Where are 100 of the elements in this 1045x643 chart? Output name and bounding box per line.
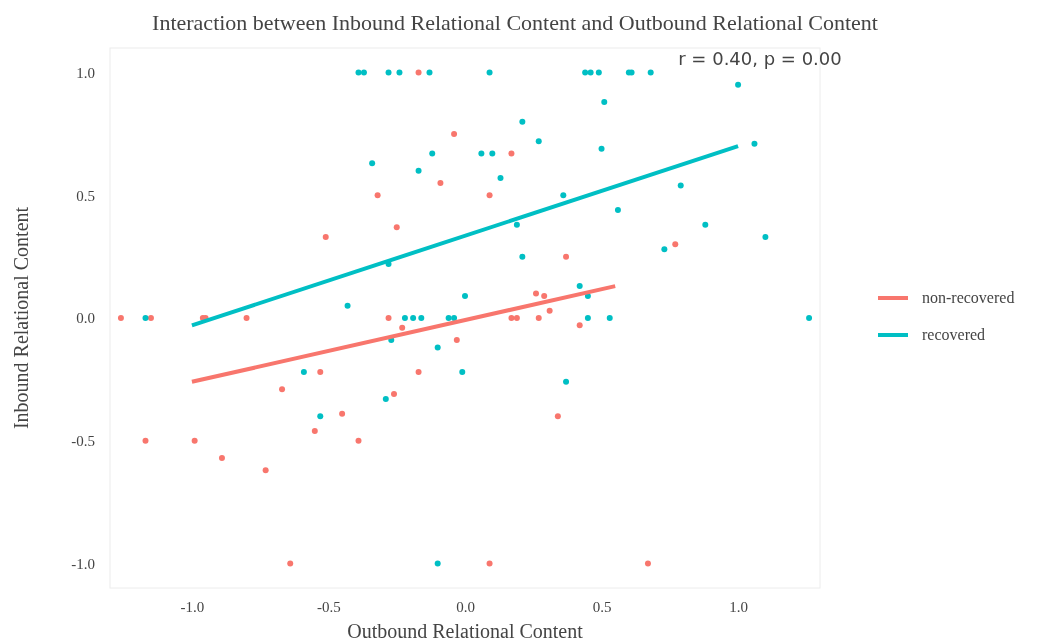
point bbox=[287, 560, 294, 567]
point bbox=[478, 150, 485, 157]
point bbox=[415, 167, 422, 174]
point bbox=[451, 315, 458, 321]
point bbox=[672, 241, 679, 248]
point bbox=[191, 437, 198, 444]
point bbox=[360, 69, 367, 76]
point bbox=[702, 221, 709, 228]
y-tick-label: 0.0 bbox=[76, 310, 95, 327]
point bbox=[647, 69, 654, 76]
point bbox=[661, 246, 668, 253]
point bbox=[369, 160, 376, 167]
point bbox=[497, 175, 504, 182]
point bbox=[218, 454, 225, 461]
y-axis-title: Inbound Relational Content bbox=[10, 206, 32, 430]
point bbox=[243, 315, 250, 321]
point bbox=[142, 315, 149, 321]
y-tick-label: 0.5 bbox=[76, 187, 95, 204]
point bbox=[519, 118, 526, 125]
point bbox=[355, 69, 362, 76]
point bbox=[429, 150, 436, 157]
point bbox=[410, 315, 417, 321]
point bbox=[401, 315, 408, 321]
x-tick-label: 0.0 bbox=[456, 598, 475, 615]
point bbox=[587, 69, 594, 76]
x-tick-label: -0.5 bbox=[317, 598, 341, 615]
point bbox=[322, 234, 329, 240]
point bbox=[459, 369, 466, 375]
legend-label: recovered bbox=[922, 326, 986, 343]
chart-title: Interaction between Inbound Relational Content and Outbound Relational Content bbox=[152, 10, 878, 35]
x-tick-label: 0.5 bbox=[592, 598, 612, 615]
point bbox=[508, 315, 515, 321]
point bbox=[415, 69, 422, 76]
point bbox=[437, 180, 444, 186]
point bbox=[508, 150, 515, 157]
point bbox=[541, 292, 548, 299]
point bbox=[644, 560, 651, 567]
point bbox=[344, 302, 351, 309]
y-tick-label: -1.0 bbox=[71, 555, 95, 572]
point bbox=[486, 560, 493, 567]
point bbox=[751, 140, 758, 147]
point bbox=[453, 337, 460, 344]
point bbox=[806, 315, 813, 321]
point bbox=[535, 138, 542, 145]
y-tick-label: 1.0 bbox=[76, 64, 95, 81]
point bbox=[317, 413, 324, 420]
point bbox=[563, 253, 570, 260]
point bbox=[399, 324, 406, 331]
point bbox=[554, 413, 561, 420]
point bbox=[563, 378, 570, 385]
annotation: r = 0.40, p = 0.00 bbox=[678, 48, 842, 69]
x-tick-label: -1.0 bbox=[180, 598, 205, 615]
point bbox=[762, 234, 769, 240]
point bbox=[418, 315, 425, 321]
point bbox=[519, 253, 526, 260]
point bbox=[262, 467, 269, 474]
x-axis-title: Outbound Relational Content bbox=[347, 620, 584, 642]
point bbox=[560, 192, 567, 199]
point bbox=[595, 69, 602, 76]
point bbox=[677, 182, 684, 189]
y-tick-label: -0.5 bbox=[71, 433, 95, 450]
point bbox=[735, 81, 742, 88]
point bbox=[486, 192, 493, 199]
point bbox=[576, 322, 583, 329]
point bbox=[606, 315, 613, 321]
point bbox=[486, 69, 493, 76]
point bbox=[533, 290, 539, 297]
x-tick-label: 1.0 bbox=[729, 598, 748, 615]
point bbox=[434, 344, 441, 351]
point bbox=[311, 427, 318, 434]
point bbox=[598, 145, 605, 152]
point bbox=[147, 315, 154, 321]
legend-label: non-recovered bbox=[922, 289, 1015, 306]
point bbox=[614, 207, 621, 213]
point bbox=[415, 369, 422, 375]
point bbox=[355, 437, 362, 444]
point bbox=[385, 315, 392, 321]
point bbox=[601, 99, 608, 105]
point bbox=[300, 369, 307, 375]
point bbox=[317, 369, 324, 375]
point bbox=[426, 69, 433, 76]
point bbox=[513, 221, 520, 228]
point bbox=[513, 315, 520, 321]
point bbox=[445, 315, 452, 321]
point bbox=[489, 150, 496, 157]
point bbox=[396, 69, 403, 76]
point bbox=[582, 69, 589, 76]
point bbox=[382, 396, 389, 402]
point bbox=[462, 292, 468, 299]
point bbox=[584, 315, 591, 321]
point bbox=[142, 437, 149, 444]
point bbox=[117, 315, 124, 321]
point bbox=[535, 315, 542, 321]
point bbox=[339, 410, 346, 417]
point bbox=[391, 391, 397, 398]
point bbox=[546, 307, 553, 314]
point bbox=[434, 560, 441, 567]
point bbox=[385, 69, 392, 76]
point bbox=[576, 283, 583, 290]
point bbox=[374, 192, 381, 199]
